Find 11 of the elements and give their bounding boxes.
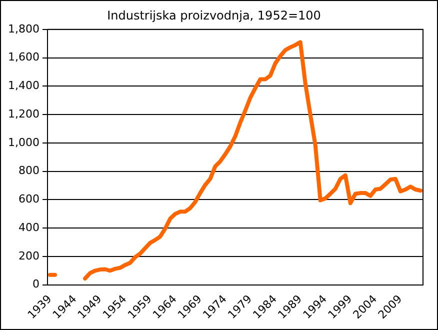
y-tick-label: 200 <box>18 249 40 262</box>
y-tick-label: 1,800 <box>8 22 40 36</box>
y-tick-label: 1,400 <box>8 79 40 92</box>
chart-title: Industrijska proizvodnja, 1952=100 <box>107 8 321 22</box>
y-tick-label: 400 <box>18 220 40 234</box>
y-tick-label: 1,600 <box>8 50 40 64</box>
y-tick-label: 800 <box>18 164 40 178</box>
y-tick-label: 0 <box>32 278 40 291</box>
y-tick-label: 1,200 <box>8 107 40 120</box>
y-tick-label: 1,000 <box>8 136 40 149</box>
y-tick-label: 600 <box>18 192 40 206</box>
